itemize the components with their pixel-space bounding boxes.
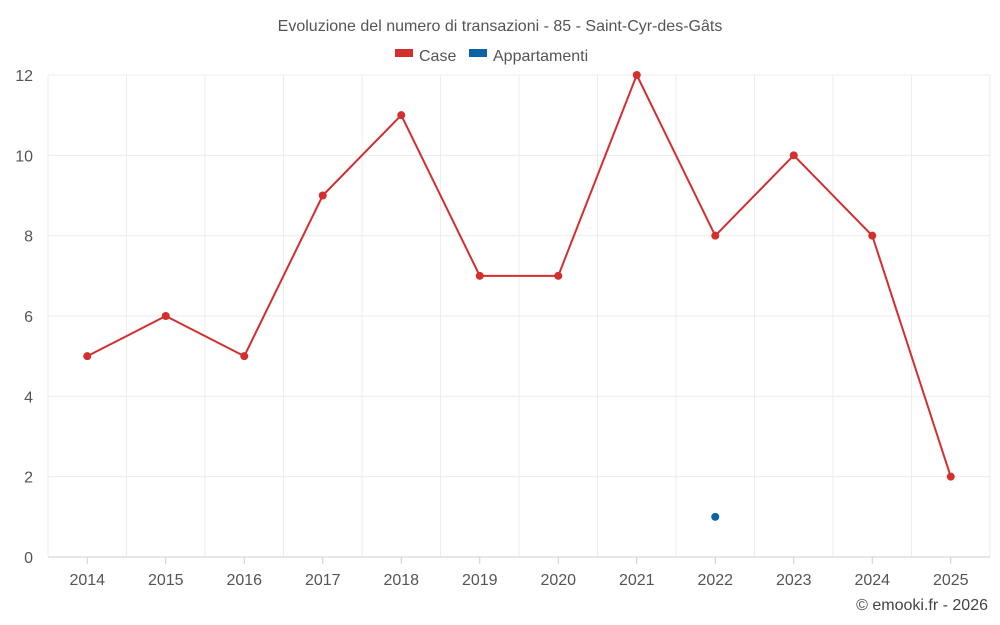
credit-text: © emooki.fr - 2026 — [856, 597, 988, 614]
x-tick-label: 2025 — [933, 572, 969, 589]
x-axis-ticks: 2014 2015 2016 2017 2018 2019 2020 2021 2022 2023… — [69, 557, 969, 589]
data-point-case[interactable] — [554, 271, 563, 280]
data-point-case[interactable] — [711, 231, 720, 240]
x-tick-label: 2022 — [697, 572, 733, 589]
data-point-case[interactable] — [240, 352, 249, 361]
x-tick-label: 2015 — [148, 572, 184, 589]
data-point-case[interactable] — [397, 111, 406, 120]
y-tick-label: 12 — [15, 68, 33, 85]
x-tick-label: 2023 — [776, 572, 812, 589]
data-point-case[interactable] — [475, 271, 484, 280]
y-tick-label: 10 — [15, 148, 33, 165]
legend: Case Appartamenti — [395, 48, 588, 65]
x-tick-label: 2014 — [69, 572, 105, 589]
data-point-case[interactable] — [318, 191, 327, 200]
data-point-case[interactable] — [789, 151, 798, 160]
x-tick-label: 2019 — [462, 572, 498, 589]
x-tick-label: 2017 — [305, 572, 341, 589]
chart-title: Evoluzione del numero di transazioni - 8… — [278, 18, 723, 35]
series-layer — [83, 71, 955, 521]
data-point-case[interactable] — [83, 352, 92, 361]
x-tick-label: 2016 — [226, 572, 262, 589]
data-point-case[interactable] — [632, 71, 641, 79]
y-tick-label: 8 — [24, 229, 33, 246]
x-tick-label: 2018 — [383, 572, 419, 589]
y-tick-label: 4 — [24, 389, 33, 406]
legend-label-case: Case — [419, 48, 456, 65]
legend-swatch-case — [395, 49, 413, 57]
x-tick-label: 2024 — [854, 572, 890, 589]
data-point-case[interactable] — [868, 231, 877, 240]
y-tick-label: 6 — [24, 309, 33, 326]
y-tick-label: 2 — [24, 470, 33, 487]
x-tick-label: 2021 — [619, 572, 655, 589]
data-point-case[interactable] — [946, 472, 955, 481]
legend-label-appartamenti: Appartamenti — [493, 48, 588, 65]
y-tick-label: 0 — [24, 550, 33, 567]
y-axis-ticks: 0 2 4 6 8 10 12 — [15, 68, 33, 567]
series-line-case — [86, 74, 952, 477]
legend-swatch-appartamenti — [469, 49, 487, 57]
x-tick-label: 2020 — [540, 572, 576, 589]
data-point-appartamenti[interactable] — [711, 512, 720, 521]
grid — [47, 74, 991, 557]
data-point-case[interactable] — [161, 312, 170, 320]
